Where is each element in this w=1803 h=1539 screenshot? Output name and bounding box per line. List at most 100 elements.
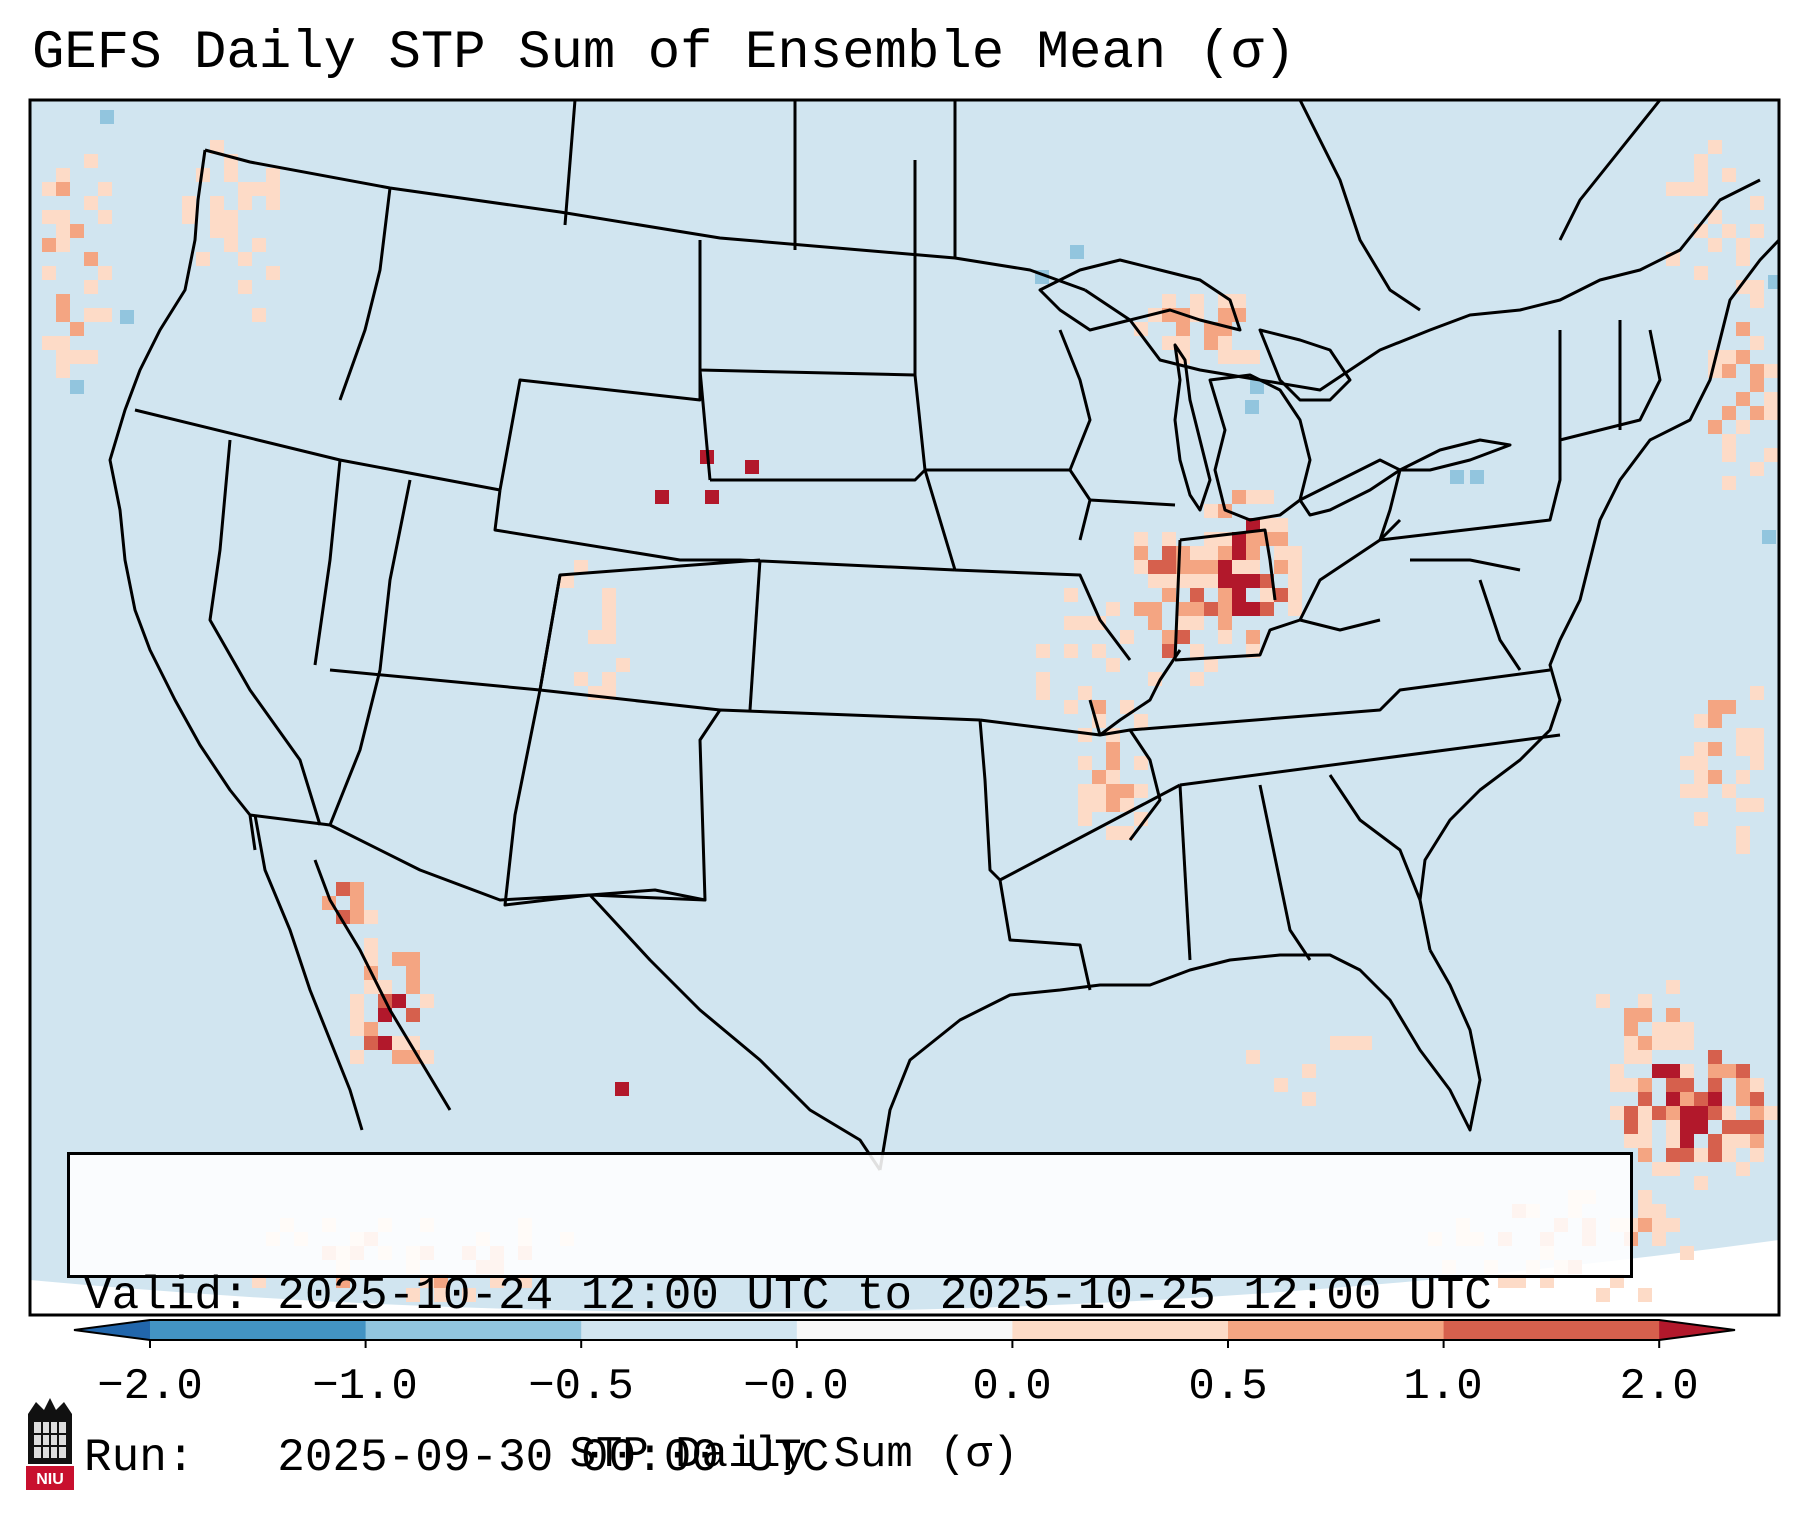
stp-cell [350, 1022, 364, 1036]
stp-cell [1260, 518, 1274, 532]
stp-cell [1750, 1092, 1764, 1106]
colorbar [73, 1319, 1736, 1348]
stp-cell [1708, 714, 1722, 728]
stp-cell [1680, 1120, 1694, 1134]
stp-cell [1638, 1218, 1652, 1232]
stp-cell [1708, 140, 1722, 154]
stp-cell [1204, 322, 1218, 336]
stp-cell [1624, 1106, 1638, 1120]
stp-cell [42, 210, 56, 224]
stp-cell [1624, 1050, 1638, 1064]
colorbar-segment [365, 1320, 582, 1340]
stp-cell [1596, 994, 1610, 1008]
colorbar-tick-label: −0.5 [528, 1362, 634, 1412]
stp-cell [1666, 1036, 1680, 1050]
stp-cell [1190, 546, 1204, 560]
colorbar-tick-label: 0.0 [972, 1362, 1052, 1412]
stp-cell [420, 1050, 434, 1064]
stp-cell [1694, 812, 1708, 826]
stp-cell [1134, 756, 1148, 770]
stp-cell [1246, 532, 1260, 546]
stp-cell [406, 966, 420, 980]
stp-cell [1750, 798, 1764, 812]
stp-cell [224, 238, 238, 252]
stp-cell [1750, 224, 1764, 238]
colorbar-segment [581, 1320, 798, 1340]
stp-cell [1064, 616, 1078, 630]
stp-cell [1250, 380, 1264, 394]
stp-cell [705, 490, 719, 504]
stp-cell [1204, 574, 1218, 588]
stp-cell [1134, 546, 1148, 560]
stp-cell [1736, 728, 1750, 742]
stp-cell [1750, 1078, 1764, 1092]
stp-cell [1694, 1176, 1708, 1190]
stp-cell [56, 350, 70, 364]
stp-cell [1246, 490, 1260, 504]
stp-cell [1596, 1288, 1610, 1302]
stp-cell [1232, 560, 1246, 574]
stp-cell [98, 308, 112, 322]
stp-cell [1092, 616, 1106, 630]
stp-cell [1302, 1064, 1316, 1078]
stp-cell [1694, 1092, 1708, 1106]
stp-cell [364, 910, 378, 924]
stp-cell [1638, 1036, 1652, 1050]
stp-cell [1680, 1064, 1694, 1078]
stp-cell [1260, 602, 1274, 616]
stp-cell [238, 280, 252, 294]
stp-cell [406, 1008, 420, 1022]
stp-cell [1638, 1288, 1652, 1302]
stp-cell [616, 658, 630, 672]
stp-cell [1162, 560, 1176, 574]
stp-cell [1624, 1008, 1638, 1022]
stp-cell [84, 252, 98, 266]
stp-cell [42, 336, 56, 350]
stp-cell [1190, 602, 1204, 616]
stp-cell [1722, 406, 1736, 420]
stp-cell [1750, 294, 1764, 308]
stp-cell [1204, 546, 1218, 560]
stp-cell [1092, 770, 1106, 784]
colorbar-tick-label: 2.0 [1619, 1362, 1699, 1412]
stp-cell [1330, 1036, 1344, 1050]
stp-cell [406, 1036, 420, 1050]
stp-cell [1106, 742, 1120, 756]
stp-cell [1764, 392, 1778, 406]
stp-cell [1246, 350, 1260, 364]
stp-cell [1680, 1106, 1694, 1120]
stp-cell [392, 1036, 406, 1050]
stp-cell [1148, 560, 1162, 574]
stp-cell [1666, 182, 1680, 196]
stp-cell [1624, 1078, 1638, 1092]
stp-cell [1638, 1092, 1652, 1106]
stp-cell [1246, 560, 1260, 574]
stp-cell [1652, 1036, 1666, 1050]
stp-cell [1694, 1120, 1708, 1134]
stp-cell [364, 980, 378, 994]
colorbar-extend-high [1659, 1320, 1735, 1340]
info-box: Valid: 2025-10-24 12:00 UTC to 2025-10-2… [67, 1152, 1633, 1484]
stp-cell [1762, 530, 1776, 544]
stp-cell [1246, 518, 1260, 532]
stp-cell [1232, 532, 1246, 546]
map-frame [28, 98, 1781, 1317]
stp-cell [1232, 294, 1246, 308]
stp-cell [1638, 1078, 1652, 1092]
stp-cell [1680, 1092, 1694, 1106]
stp-cell [602, 602, 616, 616]
stp-cell [224, 224, 238, 238]
stp-cell [1694, 770, 1708, 784]
stp-cell [1106, 784, 1120, 798]
stp-cell [1260, 490, 1274, 504]
stp-cell [588, 630, 602, 644]
stp-cell [1666, 1022, 1680, 1036]
stp-cell [1245, 400, 1259, 414]
stp-cell [1218, 560, 1232, 574]
stp-cell [1708, 700, 1722, 714]
stp-cell [1064, 588, 1078, 602]
stp-cell [84, 350, 98, 364]
stp-cell [1106, 798, 1120, 812]
outside-domain [30, 1240, 1779, 1315]
stp-cell [1092, 798, 1106, 812]
